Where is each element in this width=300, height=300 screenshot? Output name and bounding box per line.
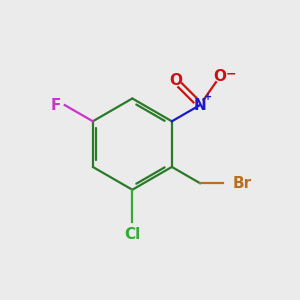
Text: N: N xyxy=(194,98,206,112)
Text: −: − xyxy=(226,68,236,80)
Text: Br: Br xyxy=(232,176,251,190)
Text: O: O xyxy=(213,69,226,84)
Text: O: O xyxy=(169,73,182,88)
Text: +: + xyxy=(204,92,212,102)
Text: F: F xyxy=(51,98,61,112)
Text: Cl: Cl xyxy=(124,227,140,242)
